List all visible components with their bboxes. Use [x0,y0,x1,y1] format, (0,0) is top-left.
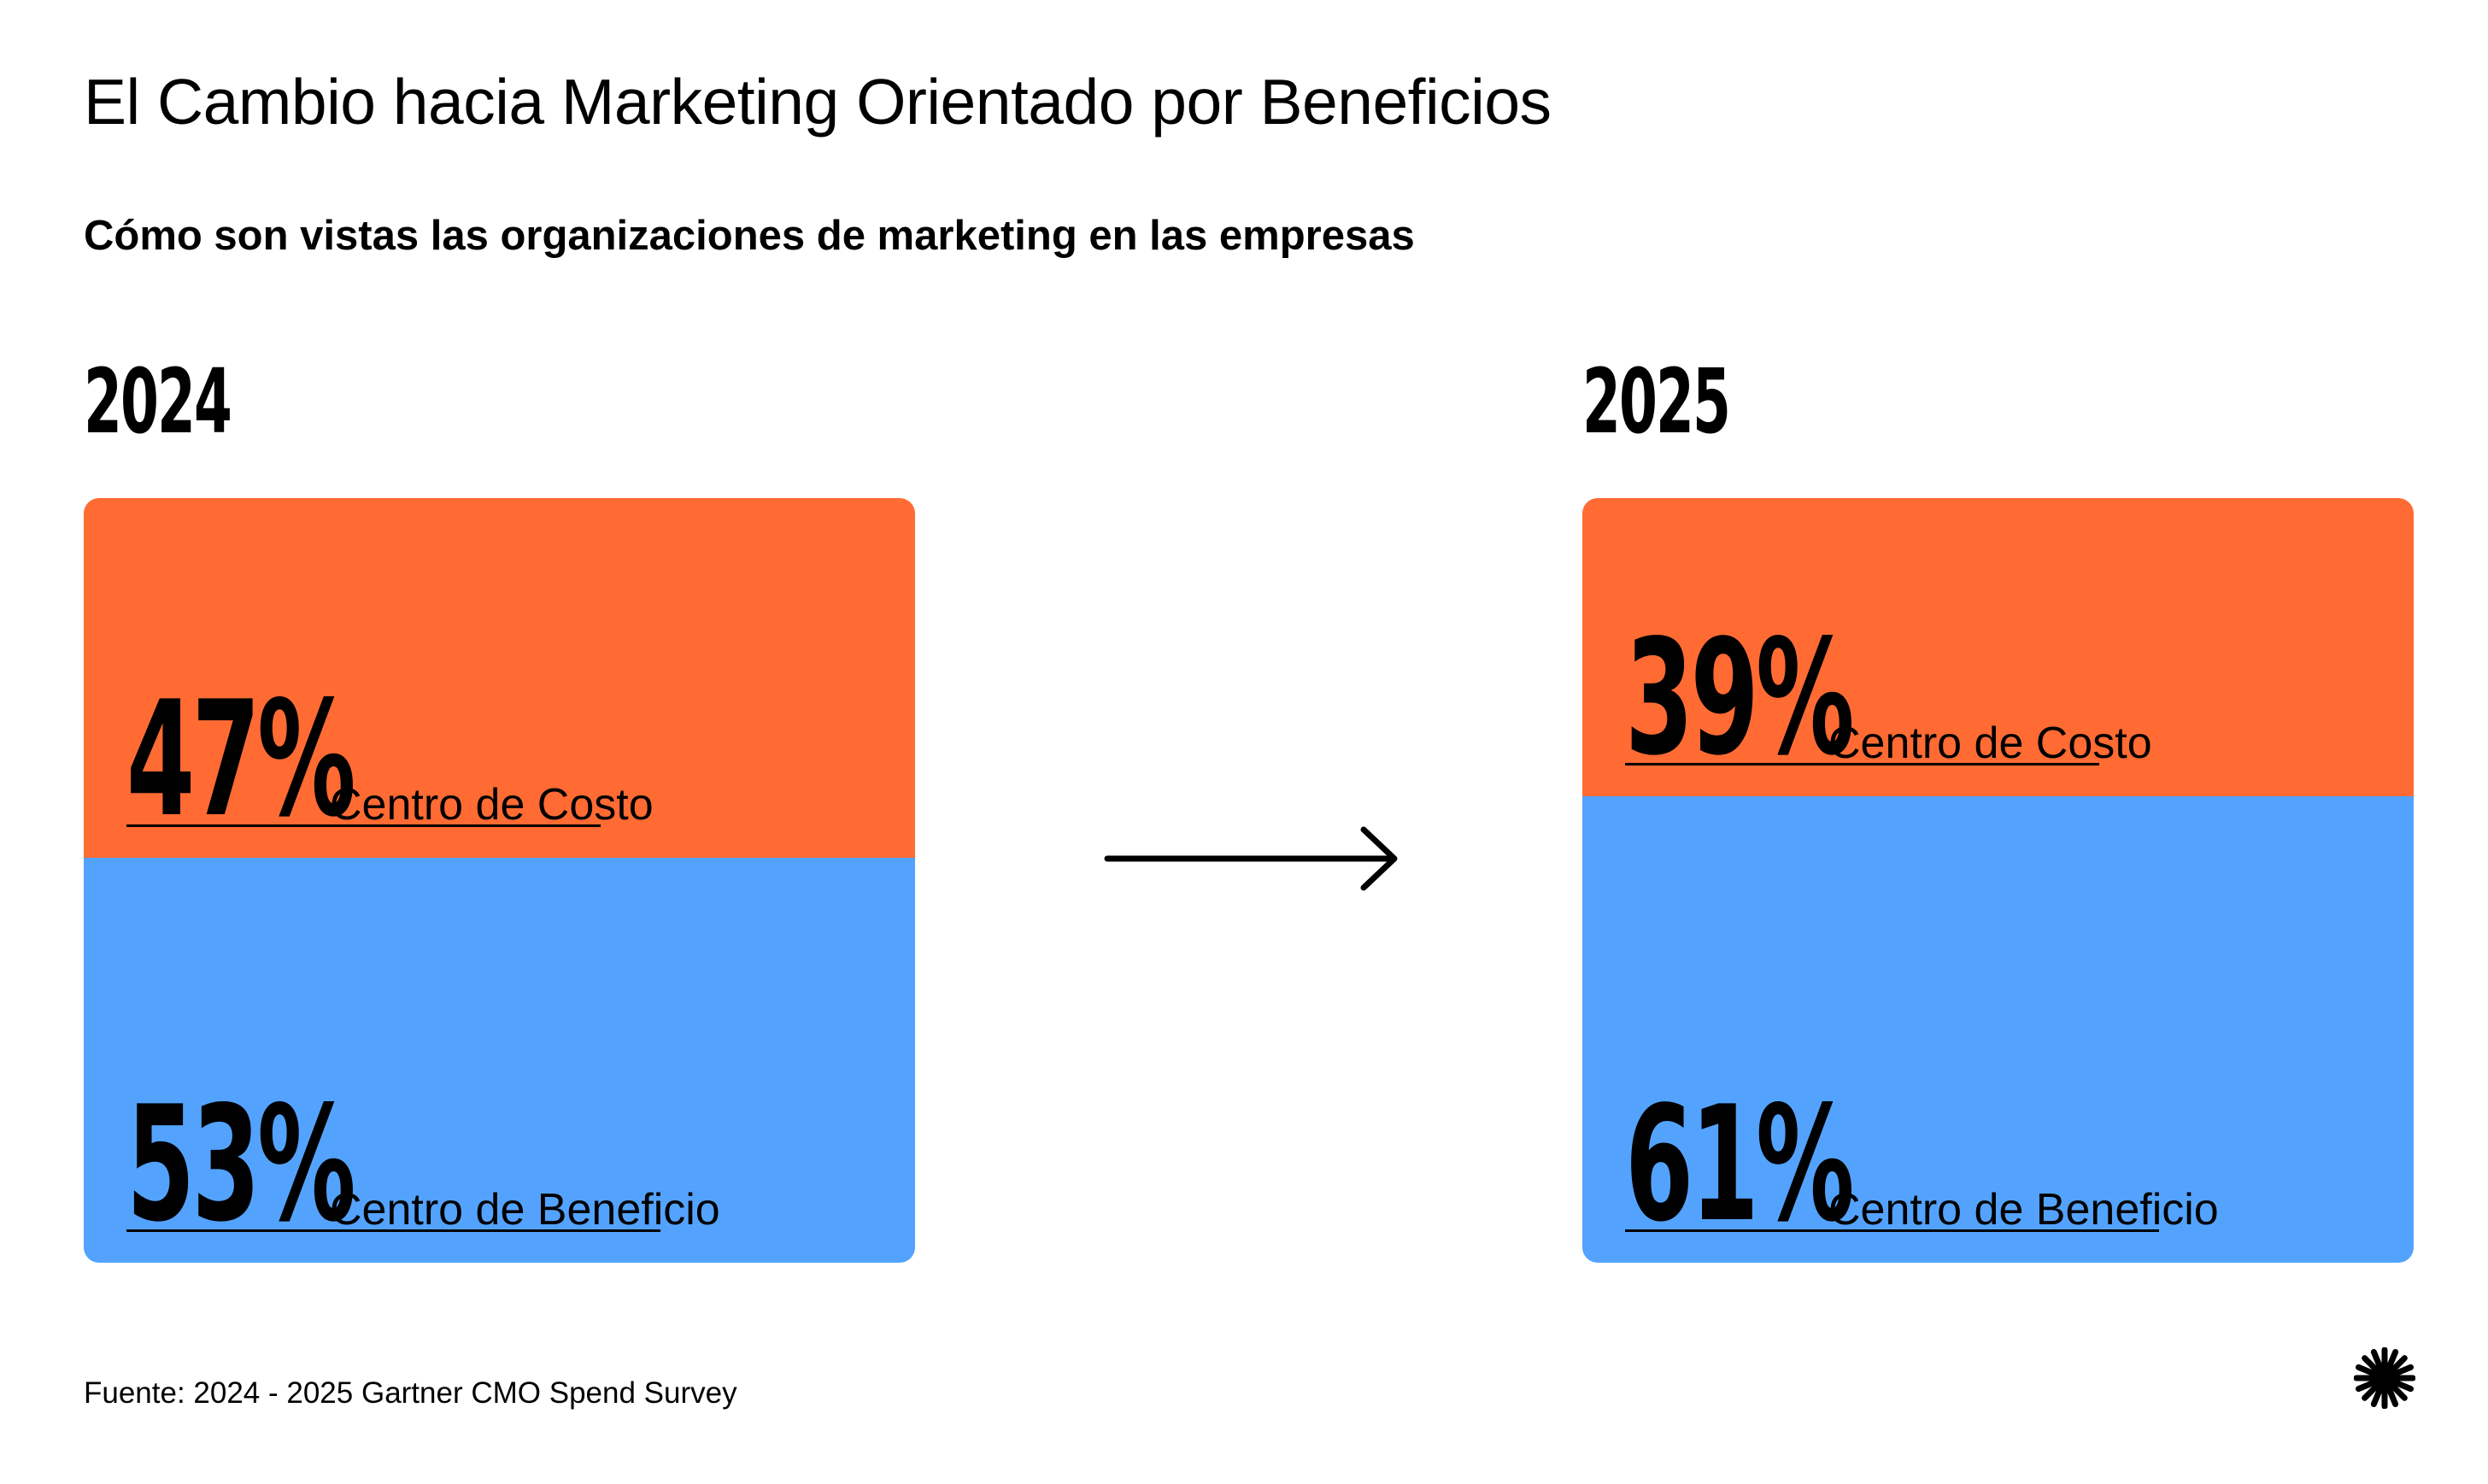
year-label-2025: 2025 [1582,349,1731,454]
stacked-bar-2025: 39% Centro de Costo 61% Centro de Benefi… [1582,498,2414,1263]
segment-label-cost-2024: 47% Centro de Costo [126,666,654,852]
arrow-right-icon [1104,826,1398,891]
source-note: Fuente: 2024 - 2025 Gartner CMO Spend Su… [84,1376,737,1410]
bar-segment-cost-2025: 39% Centro de Costo [1582,498,2414,797]
data-label-benefit-2024: 53% [126,1071,356,1258]
year-label-2024: 2024 [84,349,232,454]
stacked-bar-2024: 47% Centro de Costo 53% Centro de Benefi… [84,498,915,1263]
bar-segment-cost-2024: 47% Centro de Costo [84,498,915,858]
data-label-benefit-2025: 61% [1625,1071,1855,1258]
data-label-cost-2024: 47% [126,666,356,852]
segment-label-benefit-2024: 53% Centro de Beneficio [126,1071,720,1258]
segment-label-cost-2025: 39% Centro de Costo [1625,605,2152,791]
data-label-cost-2025: 39% [1625,605,1855,791]
legend-label-benefit-2024: Centro de Beneficio [330,1185,720,1235]
segment-label-benefit-2025: 61% Centro de Beneficio [1625,1071,2219,1258]
legend-label-cost-2024: Centro de Costo [330,779,654,830]
page-title: El Cambio hacia Marketing Orientado por … [84,66,1552,138]
legend-label-cost-2025: Centro de Costo [1828,719,2152,769]
legend-label-benefit-2025: Centro de Beneficio [1828,1185,2219,1235]
bar-segment-benefit-2025: 61% Centro de Beneficio [1582,796,2414,1263]
starburst-logo-icon [2354,1347,2415,1409]
page-subtitle: Cómo son vistas las organizaciones de ma… [84,213,1415,259]
bar-segment-benefit-2024: 53% Centro de Beneficio [84,857,915,1263]
